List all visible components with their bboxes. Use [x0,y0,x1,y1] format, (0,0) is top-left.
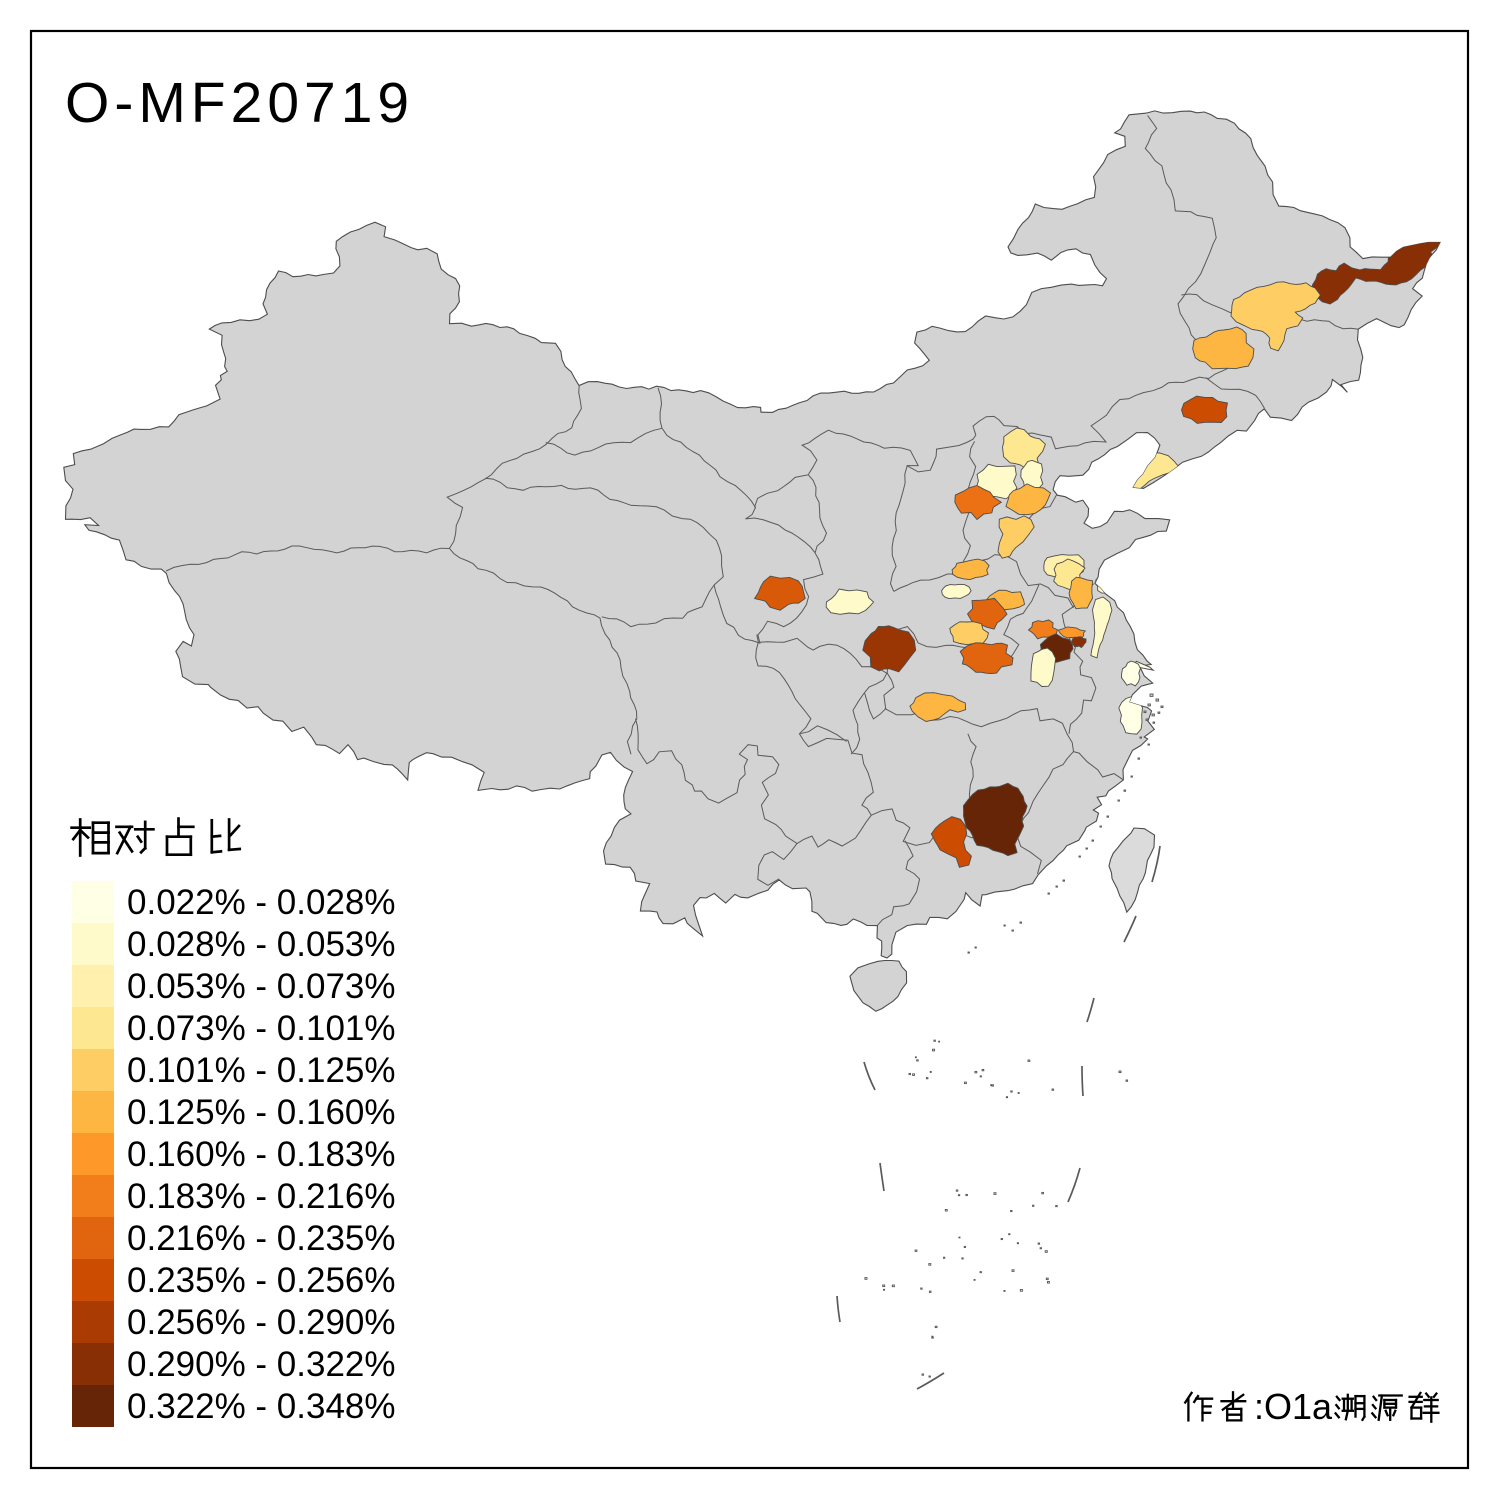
svg-text:O-MF20719: O-MF20719 [65,71,414,135]
svg-text:0.101% - 0.125%: 0.101% - 0.125% [127,1051,396,1090]
svg-text:0.160% - 0.183%: 0.160% - 0.183% [127,1135,396,1174]
svg-text:0.256% - 0.290%: 0.256% - 0.290% [127,1303,396,1342]
svg-text:0.125% - 0.160%: 0.125% - 0.160% [127,1093,396,1132]
svg-text:0.290% - 0.322%: 0.290% - 0.322% [127,1345,396,1384]
svg-text:0.322% - 0.348%: 0.322% - 0.348% [127,1387,396,1426]
svg-text:0.183% - 0.216%: 0.183% - 0.216% [127,1177,396,1216]
svg-text::O1a: :O1a [1254,1386,1333,1427]
svg-text:0.073% - 0.101%: 0.073% - 0.101% [127,1009,396,1048]
svg-text:0.053% - 0.073%: 0.053% - 0.073% [127,967,396,1006]
svg-text:0.022% - 0.028%: 0.022% - 0.028% [127,883,396,922]
svg-text:0.235% - 0.256%: 0.235% - 0.256% [127,1261,396,1300]
svg-text:0.028% - 0.053%: 0.028% - 0.053% [127,925,396,964]
svg-text:0.216% - 0.235%: 0.216% - 0.235% [127,1219,396,1258]
